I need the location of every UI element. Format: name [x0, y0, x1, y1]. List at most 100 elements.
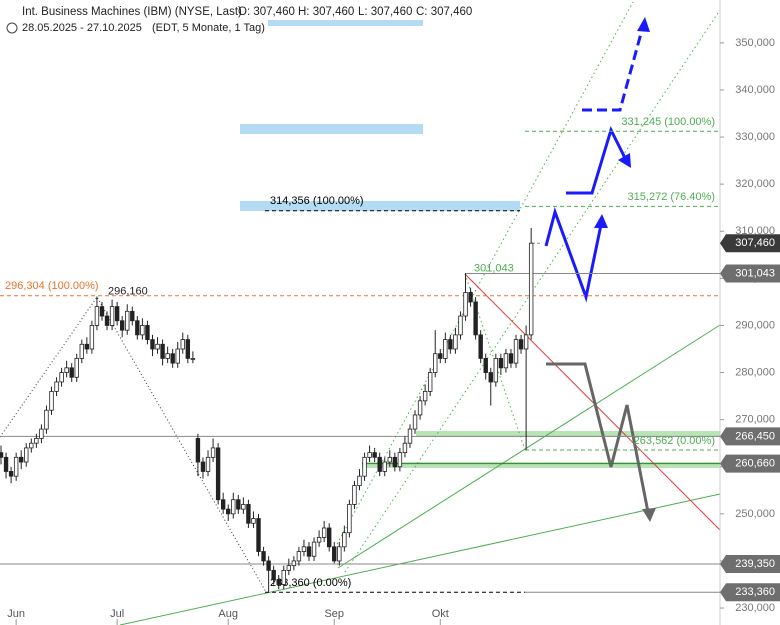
candle-body	[226, 508, 231, 515]
level-box	[720, 583, 780, 602]
candle-body	[190, 358, 196, 360]
candle-body	[276, 579, 281, 585]
candle-body	[463, 292, 468, 317]
candle-body	[155, 343, 160, 350]
candle-body	[104, 315, 110, 326]
candle-body	[150, 339, 155, 350]
projection-arrow	[566, 125, 628, 195]
y-tick-label: 280,000	[735, 366, 775, 378]
candle-body	[215, 447, 221, 501]
level-label: 266,450	[735, 430, 775, 442]
candle-body	[200, 461, 206, 472]
candle-body	[357, 475, 362, 486]
candle-body	[311, 541, 317, 557]
candle-body	[362, 456, 367, 477]
x-tick-label: Sep	[324, 608, 344, 620]
price-note: 296,160	[108, 285, 148, 297]
candle-body	[382, 461, 387, 472]
candle-body	[296, 551, 302, 562]
y-tick-label: 230,000	[735, 602, 775, 614]
candle-body	[327, 527, 332, 548]
candle-body	[261, 551, 266, 562]
price-note: 301,043	[474, 262, 514, 274]
zone	[240, 201, 520, 211]
candle-body	[478, 334, 483, 359]
candle-body	[160, 343, 165, 359]
candle-body	[180, 339, 185, 350]
candle-body	[205, 456, 211, 472]
candle-body	[236, 499, 241, 510]
level-box	[720, 234, 780, 253]
subtitle: 28.05.2025 - 27.10.2025	[22, 22, 142, 34]
y-tick-label: 270,000	[735, 414, 775, 426]
candle-body	[438, 353, 443, 359]
candle-body	[266, 560, 271, 571]
level-label: 301,043	[735, 267, 775, 279]
candle-body	[498, 358, 504, 369]
candle-body	[8, 471, 14, 477]
header: Int. Business Machines (IBM) (NYSE, Last…	[6, 6, 472, 34]
candle-body	[523, 334, 529, 350]
candle-body	[59, 372, 64, 383]
candle-body	[387, 456, 392, 463]
candle-body	[241, 504, 246, 510]
candle-body	[493, 358, 499, 383]
level-label: 239,350	[735, 558, 775, 570]
candle-body	[301, 546, 307, 552]
candle-body	[69, 367, 74, 378]
y-tick-label: 320,000	[735, 178, 775, 190]
candle-body	[210, 447, 216, 458]
candle-body	[483, 358, 488, 373]
candle-body	[448, 339, 453, 350]
trend-line	[119, 493, 721, 625]
fib-label: 331,245 (100.00%)	[621, 116, 715, 128]
candle-body	[114, 306, 120, 322]
candle-body	[352, 485, 357, 505]
candle-body	[321, 527, 327, 538]
candle-body	[291, 560, 297, 567]
ohlc-label: L: 307,460	[358, 6, 412, 18]
x-tick-label: Jun	[7, 608, 25, 620]
candle-body	[231, 499, 236, 515]
candle-body	[392, 456, 398, 468]
candle-body	[130, 310, 135, 322]
candle-body	[281, 569, 286, 585]
fib-label: 314,356 (100.00%)	[270, 195, 364, 207]
y-tick-label: 350,000	[735, 37, 775, 49]
candle-body	[427, 372, 433, 392]
candle-body	[99, 306, 105, 317]
candle-body	[316, 536, 322, 543]
y-tick-label: 250,000	[735, 508, 775, 520]
clock-icon	[6, 22, 18, 34]
candle-body	[13, 456, 19, 477]
candle-body	[49, 390, 54, 411]
candle-body	[513, 339, 519, 364]
arrow-head	[637, 17, 650, 32]
candle-body	[3, 456, 9, 472]
zone	[240, 124, 423, 134]
candle-body	[458, 315, 463, 336]
candle-body	[185, 339, 191, 359]
candle-body	[347, 504, 352, 534]
candle-body	[94, 306, 100, 326]
candle-body	[39, 428, 44, 439]
candle-body	[170, 353, 175, 364]
candle-body	[468, 292, 473, 303]
level-box	[720, 427, 780, 446]
candle-body	[422, 390, 428, 402]
candle-body	[402, 442, 408, 454]
arrow-head	[594, 214, 608, 228]
drawings	[0, 1, 721, 625]
title: Int. Business Machines (IBM) (NYSE, Last…	[22, 6, 242, 18]
candle-body	[24, 447, 29, 463]
candle-body	[109, 306, 115, 326]
candle-body	[89, 325, 95, 350]
y-tick-label: 340,000	[735, 84, 775, 96]
candle-body	[417, 400, 423, 416]
candle-body	[367, 452, 372, 458]
candle-body	[372, 452, 377, 458]
candle-body	[74, 358, 79, 378]
candle-body	[377, 456, 382, 472]
candle-body	[337, 546, 342, 562]
